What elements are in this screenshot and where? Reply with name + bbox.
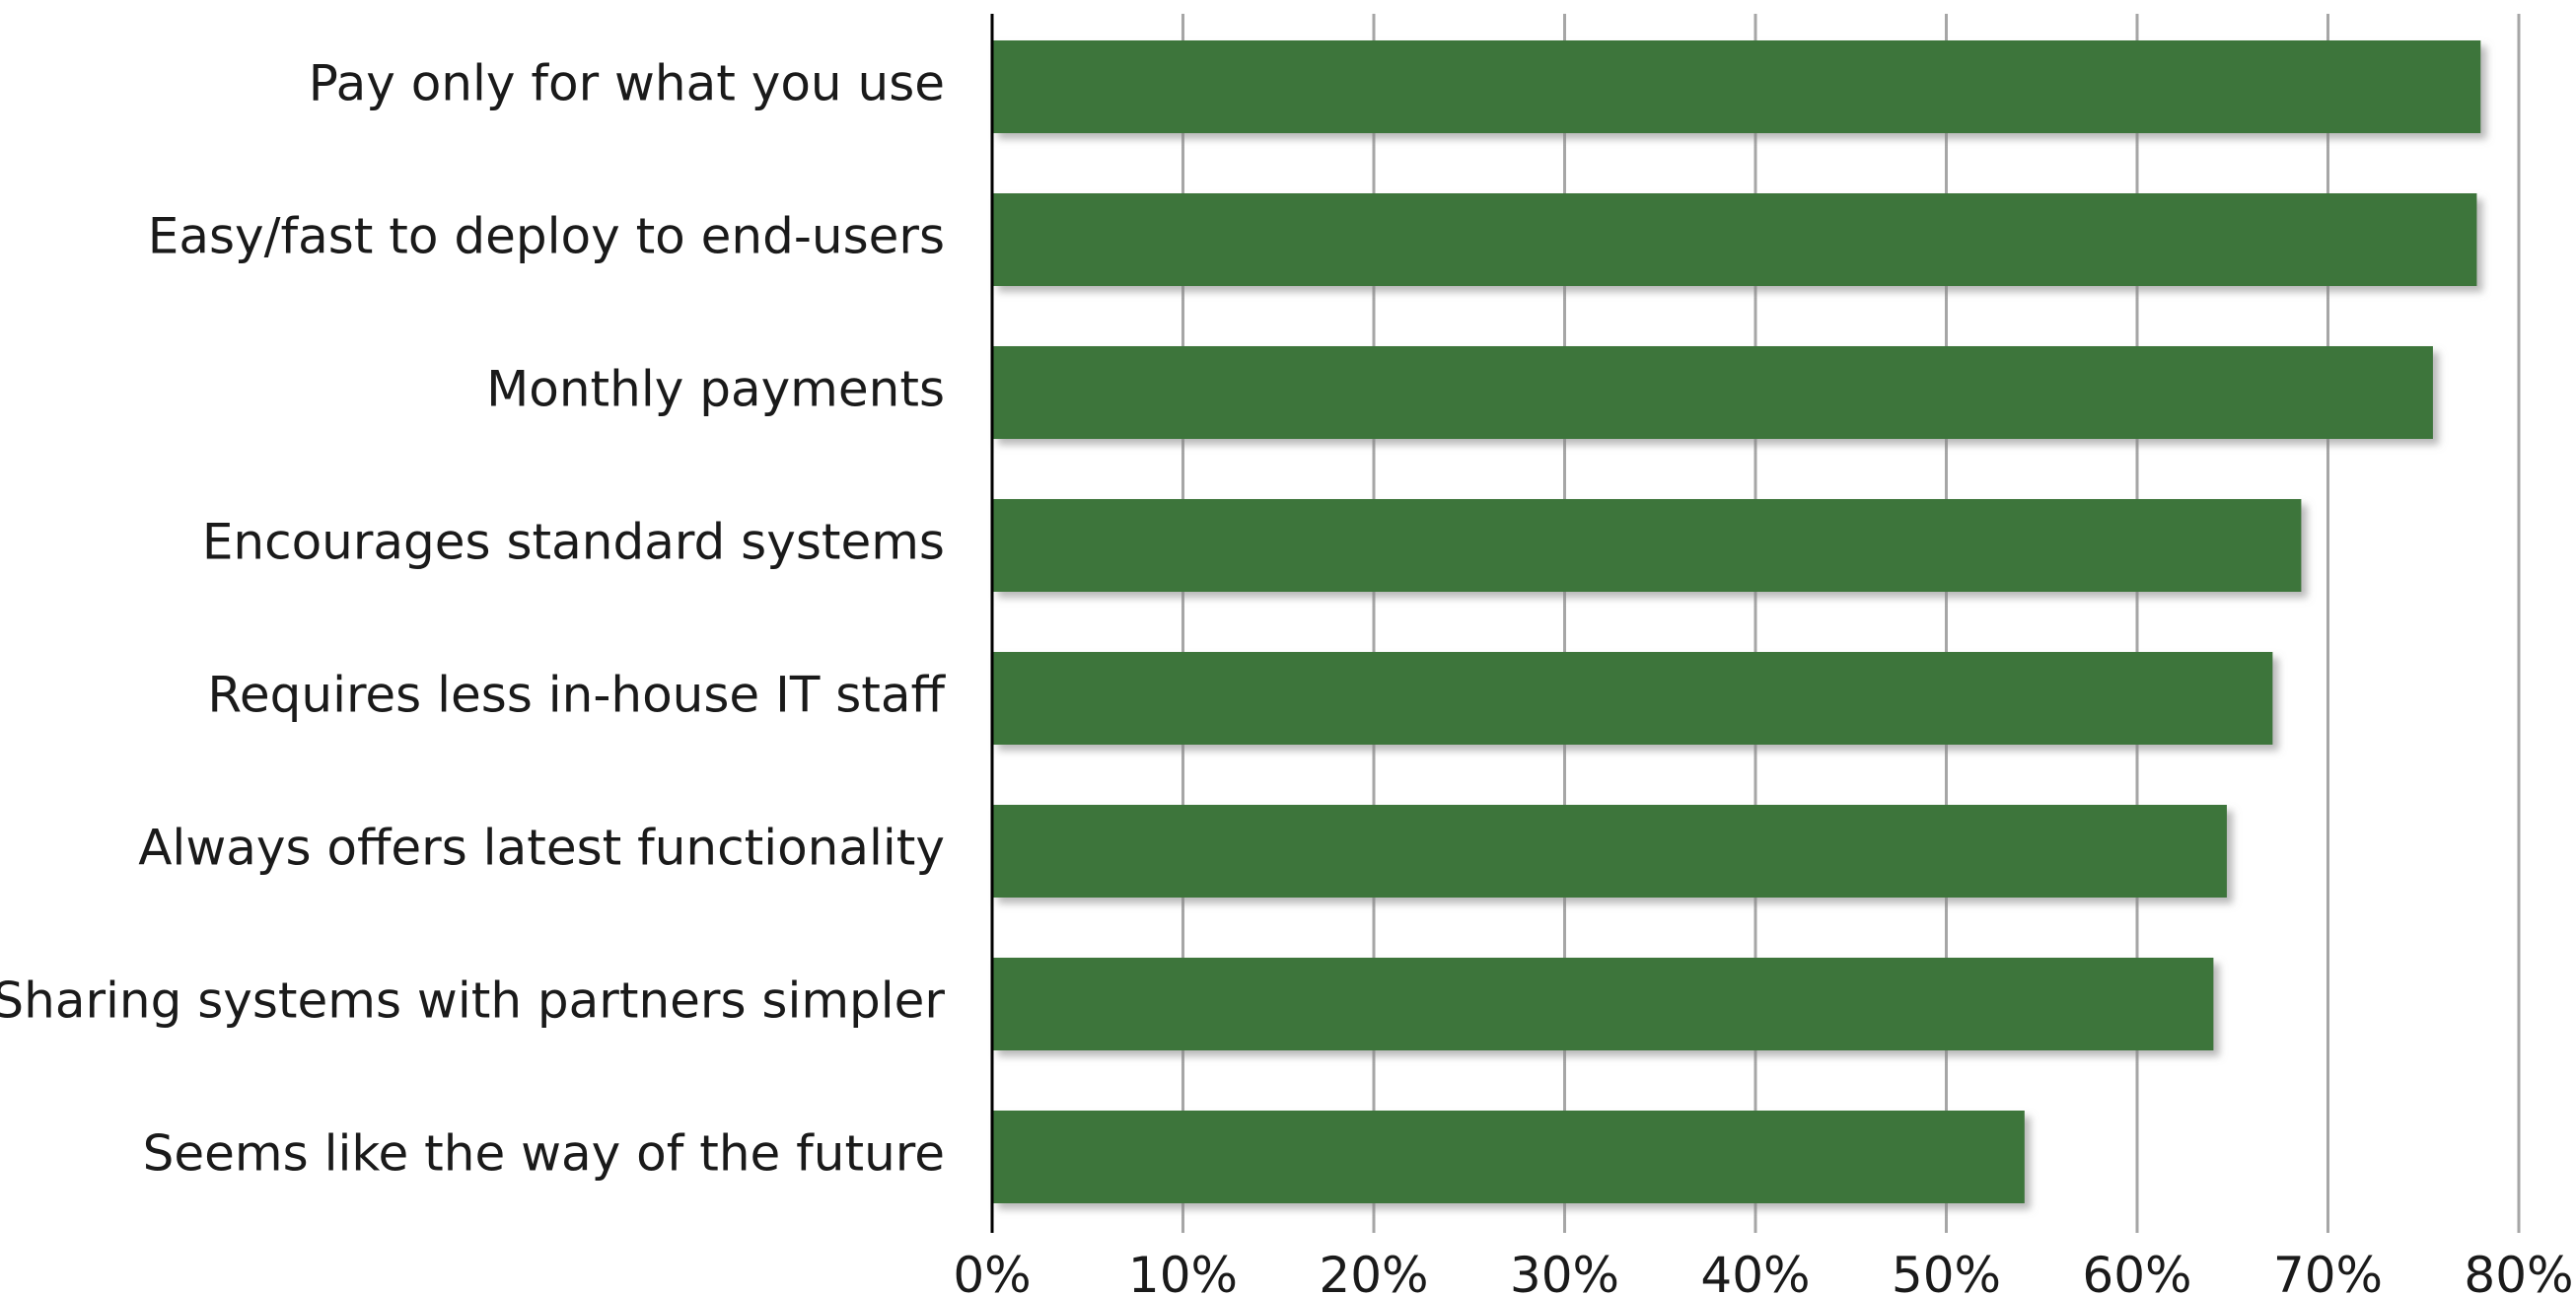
bar-5: [992, 652, 2273, 745]
bars: [992, 40, 2481, 1203]
x-tick-label-70: 70%: [2273, 1247, 2383, 1296]
x-tick-label-30: 30%: [1510, 1247, 1619, 1296]
bar-6: [992, 805, 2227, 898]
x-tick-labels: 0% 10% 20% 30% 40% 50% 60% 70% 80%: [953, 1247, 2573, 1296]
x-tick-label-10: 10%: [1128, 1247, 1238, 1296]
x-tick-label-80: 80%: [2464, 1247, 2573, 1296]
x-tick-label-0: 0%: [953, 1247, 1031, 1296]
category-label-7: Sharing systems with partners simpler: [0, 972, 945, 1030]
category-label-4: Encourages standard systems: [202, 514, 945, 571]
category-labels: Pay only for what you use Easy/fast to de…: [0, 55, 947, 1183]
bar-8: [992, 1111, 2025, 1203]
category-label-8: Seems like the way of the future: [143, 1125, 945, 1183]
x-tick-label-50: 50%: [1892, 1247, 2001, 1296]
bar-2: [992, 193, 2477, 286]
x-tick-label-40: 40%: [1700, 1247, 1810, 1296]
x-tick-label-20: 20%: [1319, 1247, 1428, 1296]
bar-4: [992, 499, 2302, 592]
category-label-1: Pay only for what you use: [309, 55, 945, 112]
bar-7: [992, 958, 2214, 1050]
category-label-6: Always offers latest functionality: [138, 820, 945, 877]
x-tick-label-60: 60%: [2082, 1247, 2191, 1296]
bar-3: [992, 346, 2433, 439]
bar-1: [992, 40, 2481, 133]
category-label-5: Requires less in-house IT staff: [207, 667, 946, 724]
category-label-3: Monthly payments: [486, 361, 945, 418]
category-label-2: Easy/fast to deploy to end-users: [148, 208, 945, 265]
